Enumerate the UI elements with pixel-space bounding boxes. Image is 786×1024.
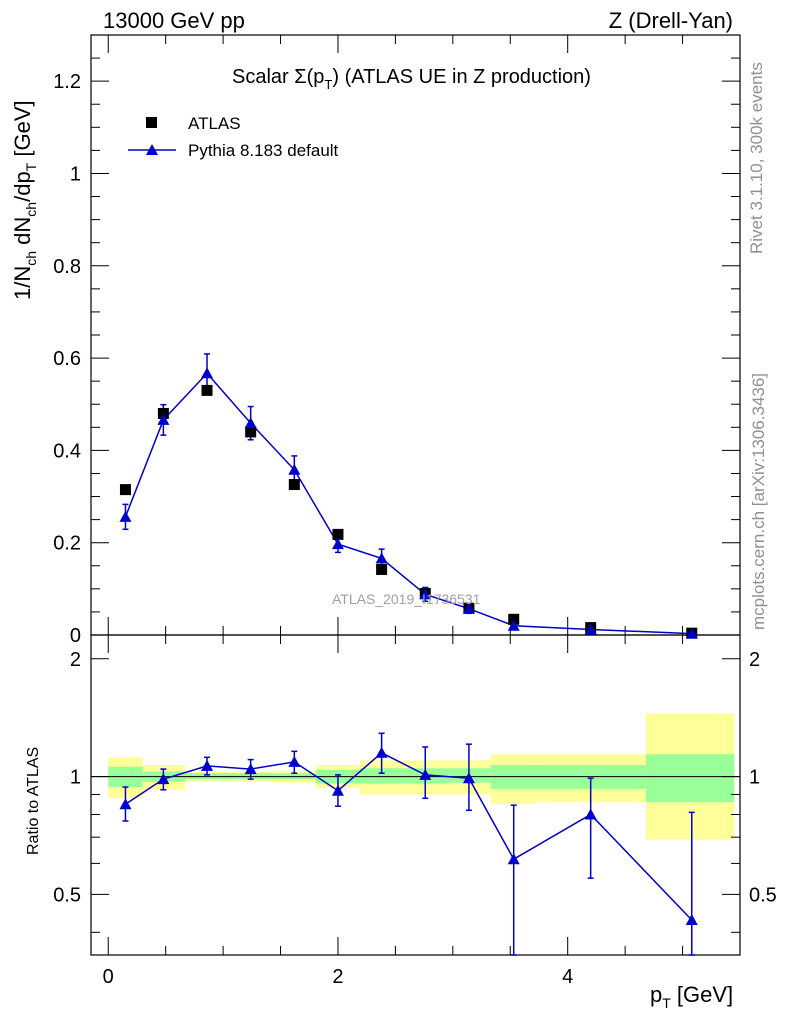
y-axis-label: 1/Nch dNch/dpT [GeV] <box>10 100 39 300</box>
x-tick-label: 4 <box>562 966 573 988</box>
pythia-point <box>584 623 597 635</box>
atlas-point <box>376 563 388 575</box>
legend-atlas-label: ATLAS <box>188 114 241 133</box>
ratio-point <box>201 759 214 771</box>
ratio-tick-label: 2 <box>70 649 81 671</box>
ratio-tick-label: 1 <box>70 767 81 789</box>
atlas-point <box>157 407 169 419</box>
pythia-point <box>157 413 170 425</box>
ratio-point <box>157 773 170 785</box>
atlas-point <box>201 384 213 396</box>
ratio-point <box>419 768 432 780</box>
green-band <box>645 754 735 803</box>
pythia-point <box>244 417 257 429</box>
pythia-point <box>419 588 432 600</box>
atlas-point <box>288 479 300 491</box>
ratio-point <box>331 784 344 796</box>
ratio-point <box>244 763 257 775</box>
pythia-point <box>288 463 301 475</box>
pythia-point <box>331 538 344 550</box>
y-tick-label: 1 <box>70 163 81 185</box>
main-series <box>119 353 698 639</box>
pythia-point <box>119 510 132 522</box>
ratio-tick-label-right: 0.5 <box>749 884 777 906</box>
ratio-point <box>507 853 520 865</box>
ratio-point <box>119 798 132 810</box>
pythia-point <box>375 552 388 564</box>
ratio-point <box>375 746 388 758</box>
pythia-point <box>685 627 698 639</box>
y-tick-label: 1.2 <box>53 71 81 93</box>
ratio-point <box>288 755 301 767</box>
atlas-point <box>332 528 344 540</box>
pythia-point <box>462 602 475 614</box>
ratio-line <box>125 751 693 921</box>
x-axis-label: pT [GeV] <box>650 982 733 1011</box>
pythia-point <box>507 619 520 631</box>
header-left: 13000 GeV pp <box>103 8 245 33</box>
rivet-label: Rivet 3.1.10, 300k events <box>747 62 766 254</box>
ratio-point <box>462 772 475 784</box>
ratio-point <box>584 808 597 820</box>
pythia-line <box>124 372 692 635</box>
pythia-point <box>201 367 214 379</box>
ratio-series <box>119 732 698 956</box>
ratio-bands <box>91 713 740 840</box>
ratio-tick-label-right: 1 <box>749 767 760 789</box>
mcplots-label: mcplots.cern.ch [arXiv:1306.3436] <box>749 373 768 630</box>
watermark: ATLAS_2019_I1736531 <box>332 591 481 607</box>
atlas-point <box>245 426 257 438</box>
atlas-point <box>508 613 520 625</box>
legend-atlas-marker <box>146 117 157 128</box>
header-right: Z (Drell-Yan) <box>609 8 733 33</box>
legend-pythia-marker <box>146 144 158 155</box>
ratio-point <box>685 914 698 926</box>
legend-pythia-label: Pythia 8.183 default <box>188 141 339 160</box>
ratio-tick-label: 0.5 <box>53 884 81 906</box>
green-band <box>359 768 404 784</box>
y-tick-label: 0.2 <box>53 533 81 555</box>
y-tick-label: 0.4 <box>53 440 81 462</box>
y-tick-label: 0 <box>70 625 81 647</box>
ratio-frame <box>90 634 741 956</box>
y-tick-label: 0.8 <box>53 256 81 278</box>
ratio-tick-label-right: 2 <box>749 649 760 671</box>
x-tick-label: 2 <box>332 966 343 988</box>
y-tick-label: 0.6 <box>53 348 81 370</box>
ratio-y-label: Ratio to ATLAS <box>25 747 42 855</box>
atlas-point <box>119 484 131 496</box>
x-tick-label: 0 <box>103 966 114 988</box>
chart-title: Scalar Σ(pT) (ATLAS UE in Z production) <box>232 66 591 92</box>
axis-ticks: 0 2 400.20.40.60.811.20.5 0.51 12 2 <box>53 34 777 988</box>
